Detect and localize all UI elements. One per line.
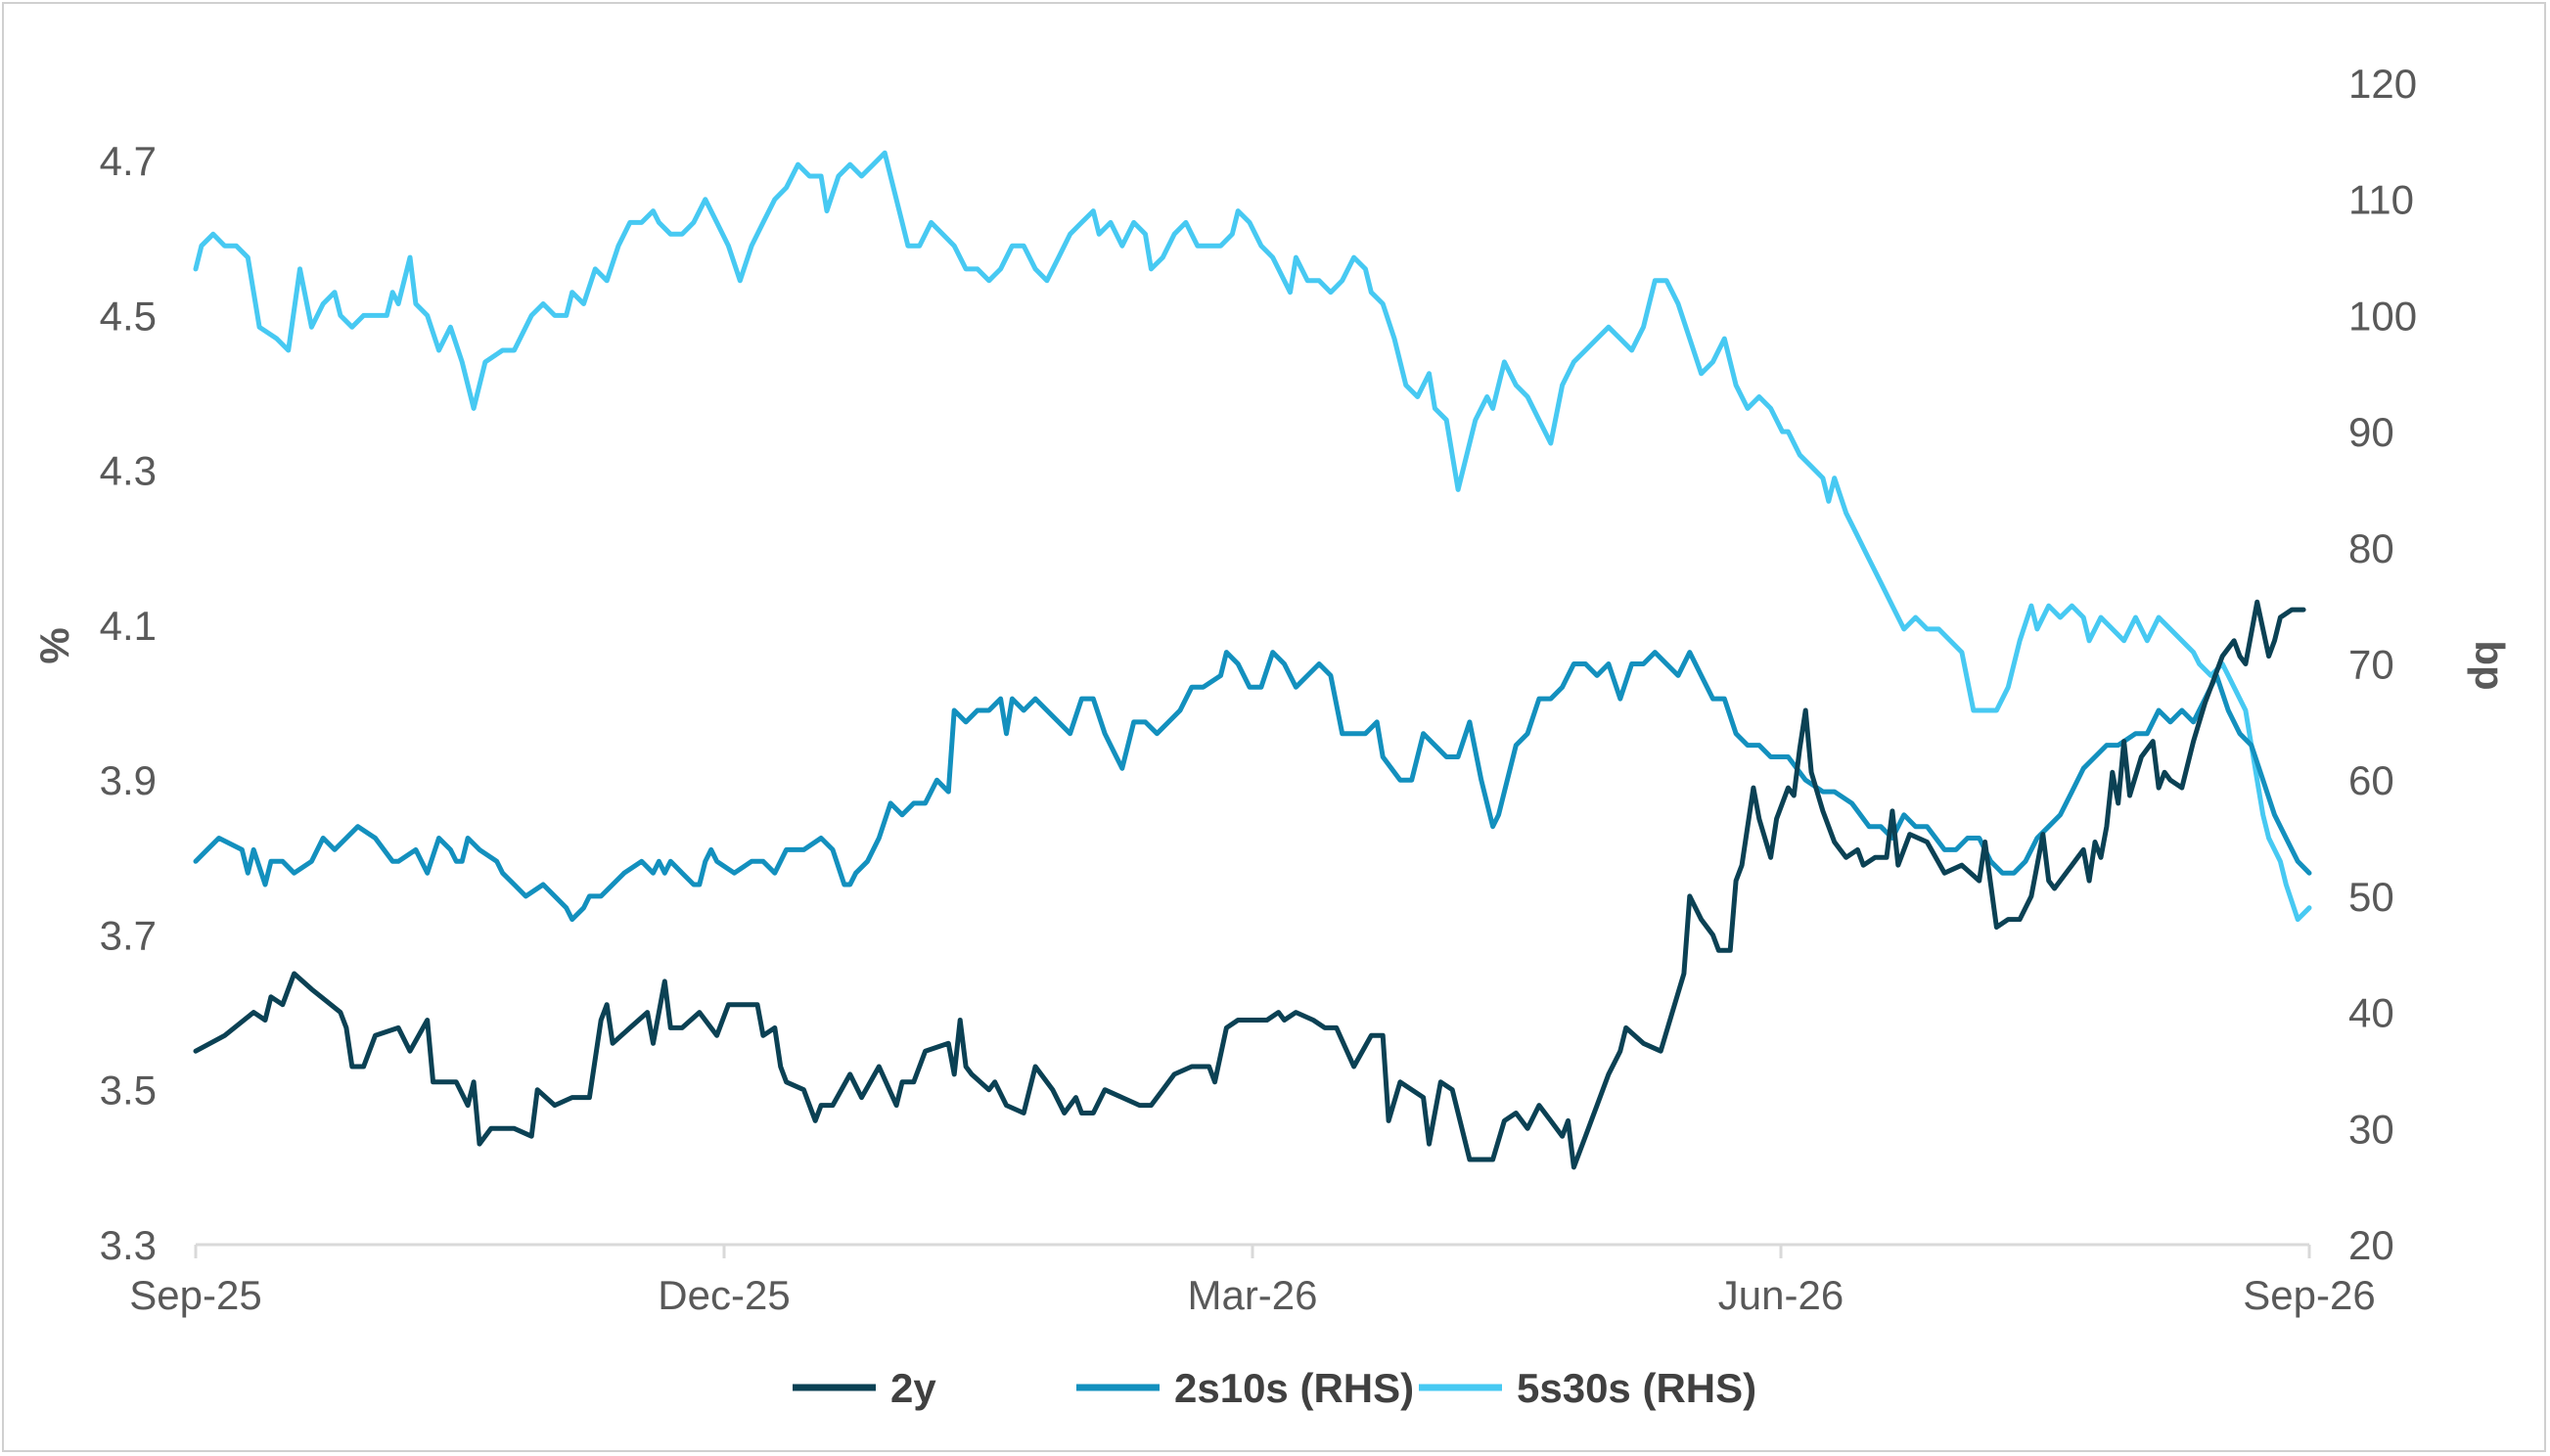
y2-tick-label: 100 <box>2348 293 2417 339</box>
y-axis-title: % <box>31 627 77 663</box>
x-tick-label: Dec-25 <box>658 1272 790 1318</box>
series-line-0 <box>193 599 2306 1170</box>
y-tick-label: 4.1 <box>100 603 157 649</box>
legend-label: 2y <box>890 1365 936 1411</box>
series-line-2 <box>193 150 2312 923</box>
y-tick-label: 4.5 <box>100 293 157 339</box>
legend-label: 2s10s (RHS) <box>1174 1365 1414 1411</box>
y2-tick-label: 90 <box>2348 409 2394 455</box>
legend-label: 5s30s (RHS) <box>1517 1365 1756 1411</box>
y2-tick-label: 20 <box>2348 1222 2394 1268</box>
y-tick-label: 4.3 <box>100 448 157 494</box>
y-tick-label: 4.7 <box>100 138 157 184</box>
y2-tick-label: 40 <box>2348 990 2394 1036</box>
y-tick-label: 3.5 <box>100 1068 157 1114</box>
y2-tick-label: 110 <box>2348 177 2414 223</box>
right-axis-ticks: 20 30 40 50 60 70 80 90 100 110 120 <box>2348 61 2417 1268</box>
legend: 2y 2s10s (RHS) 5s30s (RHS) <box>793 1365 1756 1411</box>
series-line-1 <box>193 650 2312 923</box>
y2-tick-label: 120 <box>2348 61 2417 107</box>
y2-tick-label: 30 <box>2348 1106 2394 1152</box>
left-axis-ticks: 3.3 3.5 3.7 3.9 4.1 4.3 4.5 4.7 <box>100 138 157 1268</box>
y2-axis-title: bp <box>2467 640 2513 690</box>
plot-area <box>193 150 2312 1170</box>
x-tick-label: Jun-26 <box>1718 1272 1844 1318</box>
y-tick-label: 3.7 <box>100 912 157 958</box>
y-tick-label: 3.9 <box>100 757 157 803</box>
y2-tick-label: 50 <box>2348 874 2394 920</box>
x-axis: Sep-25 Dec-25 Mar-26 Jun-26 Sep-26 <box>129 1243 2376 1318</box>
y2-tick-label: 70 <box>2348 642 2394 688</box>
y2-tick-label: 60 <box>2348 757 2394 803</box>
y-tick-label: 3.3 <box>100 1222 157 1268</box>
x-tick-label: Sep-26 <box>2243 1272 2375 1318</box>
x-tick-label: Sep-25 <box>129 1272 261 1318</box>
x-tick-label: Mar-26 <box>1187 1272 1317 1318</box>
y2-tick-label: 80 <box>2348 525 2394 571</box>
